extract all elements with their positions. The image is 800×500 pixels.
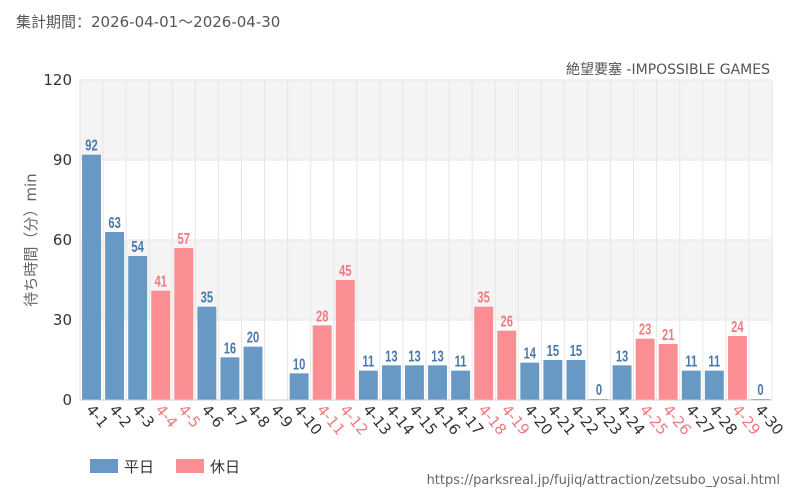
data-label: 15	[547, 341, 560, 360]
bar	[658, 344, 678, 400]
legend-label-holiday: 休日	[210, 458, 240, 476]
bar	[474, 306, 494, 400]
bar	[612, 365, 632, 400]
data-label: 35	[477, 288, 490, 307]
x-tick-label: 4-9	[267, 401, 297, 431]
data-label: 13	[431, 346, 444, 365]
data-label: 20	[247, 328, 260, 347]
data-label: 92	[85, 136, 98, 155]
data-label: 13	[616, 346, 629, 365]
data-label: 21	[662, 325, 675, 344]
data-label: 0	[757, 380, 763, 399]
data-label: 13	[408, 346, 421, 365]
x-tick-label: 4-8	[244, 401, 274, 431]
bar	[312, 325, 332, 400]
bar	[381, 365, 401, 400]
x-tick-label: 4-2	[106, 401, 136, 431]
data-label: 28	[316, 306, 329, 325]
bar	[405, 365, 424, 400]
period-label: 集計期間：2026-04-01～2026-04-30	[16, 13, 281, 31]
bar	[566, 360, 586, 400]
data-label: 41	[155, 272, 168, 291]
y-tick-label: 90	[53, 151, 72, 169]
bar	[174, 248, 194, 400]
x-tick-label: 4-4	[152, 401, 182, 431]
bar	[151, 290, 171, 400]
x-tick-label: 4-5	[175, 401, 205, 431]
bar	[105, 232, 125, 400]
data-label: 13	[385, 346, 398, 365]
bar	[704, 370, 724, 400]
y-axis-title: 待ち時間（分）min	[22, 173, 40, 306]
bar	[520, 362, 540, 400]
x-tick-label: 4-7	[221, 401, 251, 431]
data-label: 14	[524, 344, 537, 363]
data-label: 11	[685, 352, 697, 371]
data-label: 57	[178, 229, 191, 248]
bar	[543, 360, 563, 400]
bar	[243, 346, 263, 400]
data-label: 11	[362, 352, 374, 371]
data-label: 11	[455, 352, 467, 371]
bar	[220, 357, 240, 400]
y-tick-label: 60	[53, 231, 72, 249]
x-tick-label: 4-1	[82, 401, 112, 431]
data-label: 15	[570, 341, 583, 360]
y-tick-label: 30	[53, 311, 72, 329]
y-tick-label: 120	[43, 71, 72, 89]
data-label: 35	[201, 288, 214, 307]
data-label: 63	[108, 213, 121, 232]
x-tick-label: 4-3	[129, 401, 159, 431]
bar	[128, 256, 148, 400]
data-label: 0	[596, 380, 602, 399]
data-label: 10	[293, 354, 306, 373]
bar	[358, 370, 378, 400]
y-tick-label: 0	[62, 391, 72, 409]
bar	[289, 373, 309, 400]
data-label: 26	[501, 312, 514, 331]
bar	[428, 365, 447, 400]
bar	[727, 336, 747, 400]
bar	[451, 370, 471, 400]
source-url: https://parksreal.jp/fujiq/attraction/ze…	[426, 473, 780, 488]
bar	[197, 306, 217, 400]
data-label: 11	[708, 352, 720, 371]
x-tick-label: 4-6	[198, 401, 228, 431]
chart-title: 絶望要塞 -IMPOSSIBLE GAMES	[566, 61, 770, 78]
data-label: 16	[224, 338, 237, 357]
legend-swatch-weekday	[90, 459, 118, 473]
bar	[335, 280, 355, 400]
legend-label-weekday: 平日	[124, 458, 154, 476]
bar	[497, 330, 517, 400]
data-label: 24	[731, 317, 744, 336]
bar	[635, 338, 655, 400]
legend-swatch-holiday	[176, 459, 204, 473]
bar	[681, 370, 701, 400]
data-label: 54	[131, 237, 144, 256]
data-label: 45	[339, 261, 352, 280]
bar	[82, 154, 101, 400]
data-label: 23	[639, 320, 652, 339]
